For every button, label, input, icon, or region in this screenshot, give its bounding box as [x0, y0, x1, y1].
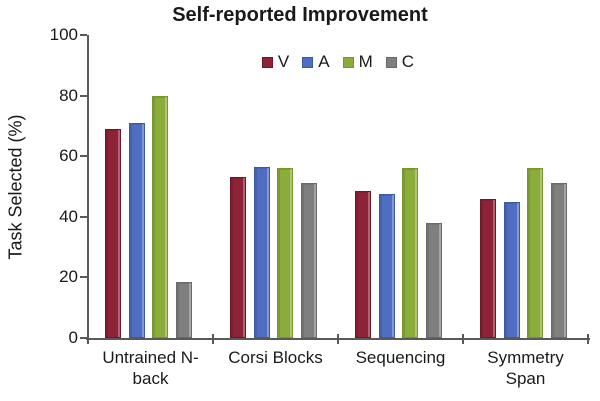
y-axis-line — [87, 35, 89, 340]
x-tick-mark — [462, 334, 464, 344]
x-category-label: Symmetry Span — [463, 347, 588, 389]
x-category-label-line: Span — [505, 369, 546, 388]
y-axis-title: Task Selected (%) — [5, 114, 26, 260]
x-category-label: Corsi Blocks — [213, 347, 338, 368]
y-tick-mark — [80, 276, 87, 279]
x-category-label-line: Sequencing — [355, 348, 446, 367]
legend-swatch-c — [385, 56, 397, 68]
x-tick-mark — [212, 334, 214, 344]
bar-c-3 — [425, 222, 442, 338]
bar-a-2 — [253, 166, 270, 338]
bar-m-3 — [402, 168, 418, 338]
legend-swatch-v — [261, 56, 273, 68]
bar-v-4 — [480, 198, 496, 338]
bar-m-2 — [277, 168, 293, 338]
bar-v-1 — [105, 128, 121, 338]
y-tick-mark — [80, 337, 87, 339]
bar-m-1 — [152, 95, 168, 338]
bar-m-4 — [527, 168, 543, 338]
y-tick-mark — [80, 155, 87, 158]
y-tick-label: 80 — [59, 85, 78, 105]
legend-swatch-m — [342, 56, 354, 68]
x-tick-mark — [87, 334, 89, 344]
x-category-label-line: Symmetry — [487, 348, 564, 367]
y-tick-label: 0 — [68, 328, 78, 347]
y-tick-mark — [80, 34, 87, 36]
y-tick-label: 60 — [59, 146, 78, 166]
x-category-label-line: Corsi Blocks — [228, 348, 323, 367]
chart-title: Self-reported Improvement — [172, 4, 428, 26]
legend-label-c: C — [401, 52, 415, 71]
legend-label-m: M — [358, 52, 373, 71]
y-tick-mark — [80, 215, 87, 218]
bar-v-2 — [230, 177, 246, 338]
bar-c-1 — [175, 281, 192, 338]
legend-item-c: C — [385, 52, 415, 71]
legend-label-a: A — [318, 52, 330, 71]
legend-item-v: V — [261, 52, 290, 71]
y-tick-mark — [80, 94, 87, 97]
bar-c-4 — [550, 183, 567, 338]
legend-item-a: A — [302, 52, 330, 71]
x-tick-mark — [587, 334, 589, 344]
bar-c-2 — [300, 183, 317, 338]
legend-label-v: V — [277, 52, 290, 71]
y-tick-label: 20 — [59, 267, 78, 287]
x-category-label: Untrained N-back — [88, 347, 213, 389]
x-category-label-line: back — [132, 369, 169, 388]
x-category-label-line: Untrained N- — [102, 348, 199, 367]
legend-swatch-a — [302, 56, 314, 68]
bar-v-3 — [355, 191, 371, 338]
bar-a-3 — [378, 194, 395, 338]
y-tick-label: 40 — [59, 206, 78, 226]
legend-item-m: M — [342, 52, 373, 71]
x-tick-mark — [337, 334, 339, 344]
x-category-label: Sequencing — [338, 347, 463, 368]
bar-a-4 — [503, 201, 520, 338]
bar-a-1 — [128, 122, 145, 338]
y-tick-label: 100 — [49, 25, 78, 44]
